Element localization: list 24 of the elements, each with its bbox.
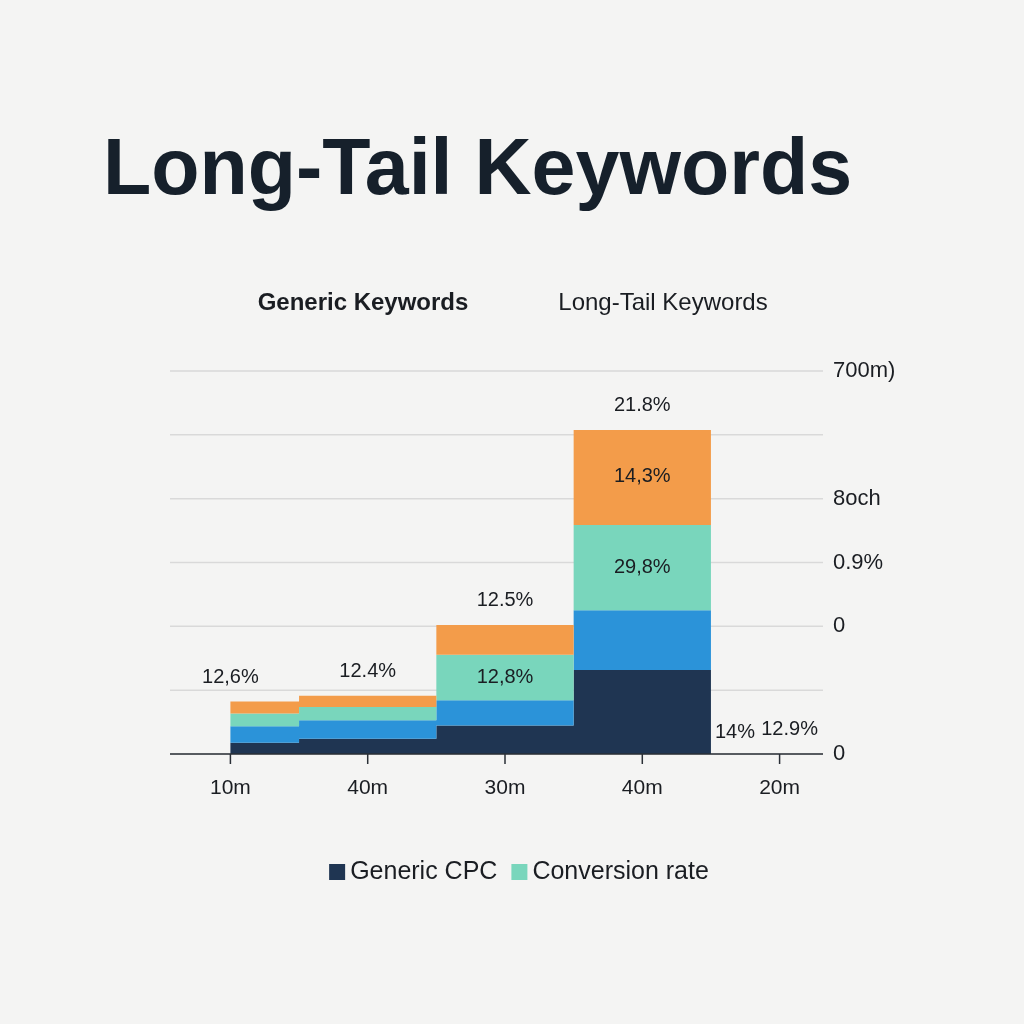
x-tick-label: 10m [209, 774, 251, 798]
x-tick-label: 40m [621, 774, 663, 798]
text: Generic Keywords [257, 288, 469, 316]
annotation: 12.9% [761, 717, 819, 740]
text: 700m) [833, 356, 896, 382]
x-tick-label: 20m [759, 774, 801, 798]
annotation: 29,8% [613, 554, 671, 577]
text: Long-Tail Keywords [558, 288, 768, 316]
annotation: 12,8% [476, 664, 534, 687]
annotation: 12,6% [202, 664, 259, 687]
annotation: 12.5% [476, 588, 534, 611]
text: 0.9% [833, 548, 884, 574]
text: 0 [833, 739, 846, 765]
text: 21.8% [613, 393, 671, 416]
legend-label: Conversion rate [532, 855, 709, 884]
annotation: 14% [714, 720, 756, 743]
x-tick-label: 30m [484, 774, 526, 798]
annotation: 14,3% [613, 464, 671, 487]
x-tick-label: 40m [347, 774, 389, 798]
text: 0 [833, 612, 846, 638]
legend-label: Generic CPC [350, 855, 498, 884]
annotation: 12.4% [339, 658, 397, 681]
text: 8och [833, 484, 881, 510]
chart-title: Long-Tail Keywords [103, 122, 853, 211]
